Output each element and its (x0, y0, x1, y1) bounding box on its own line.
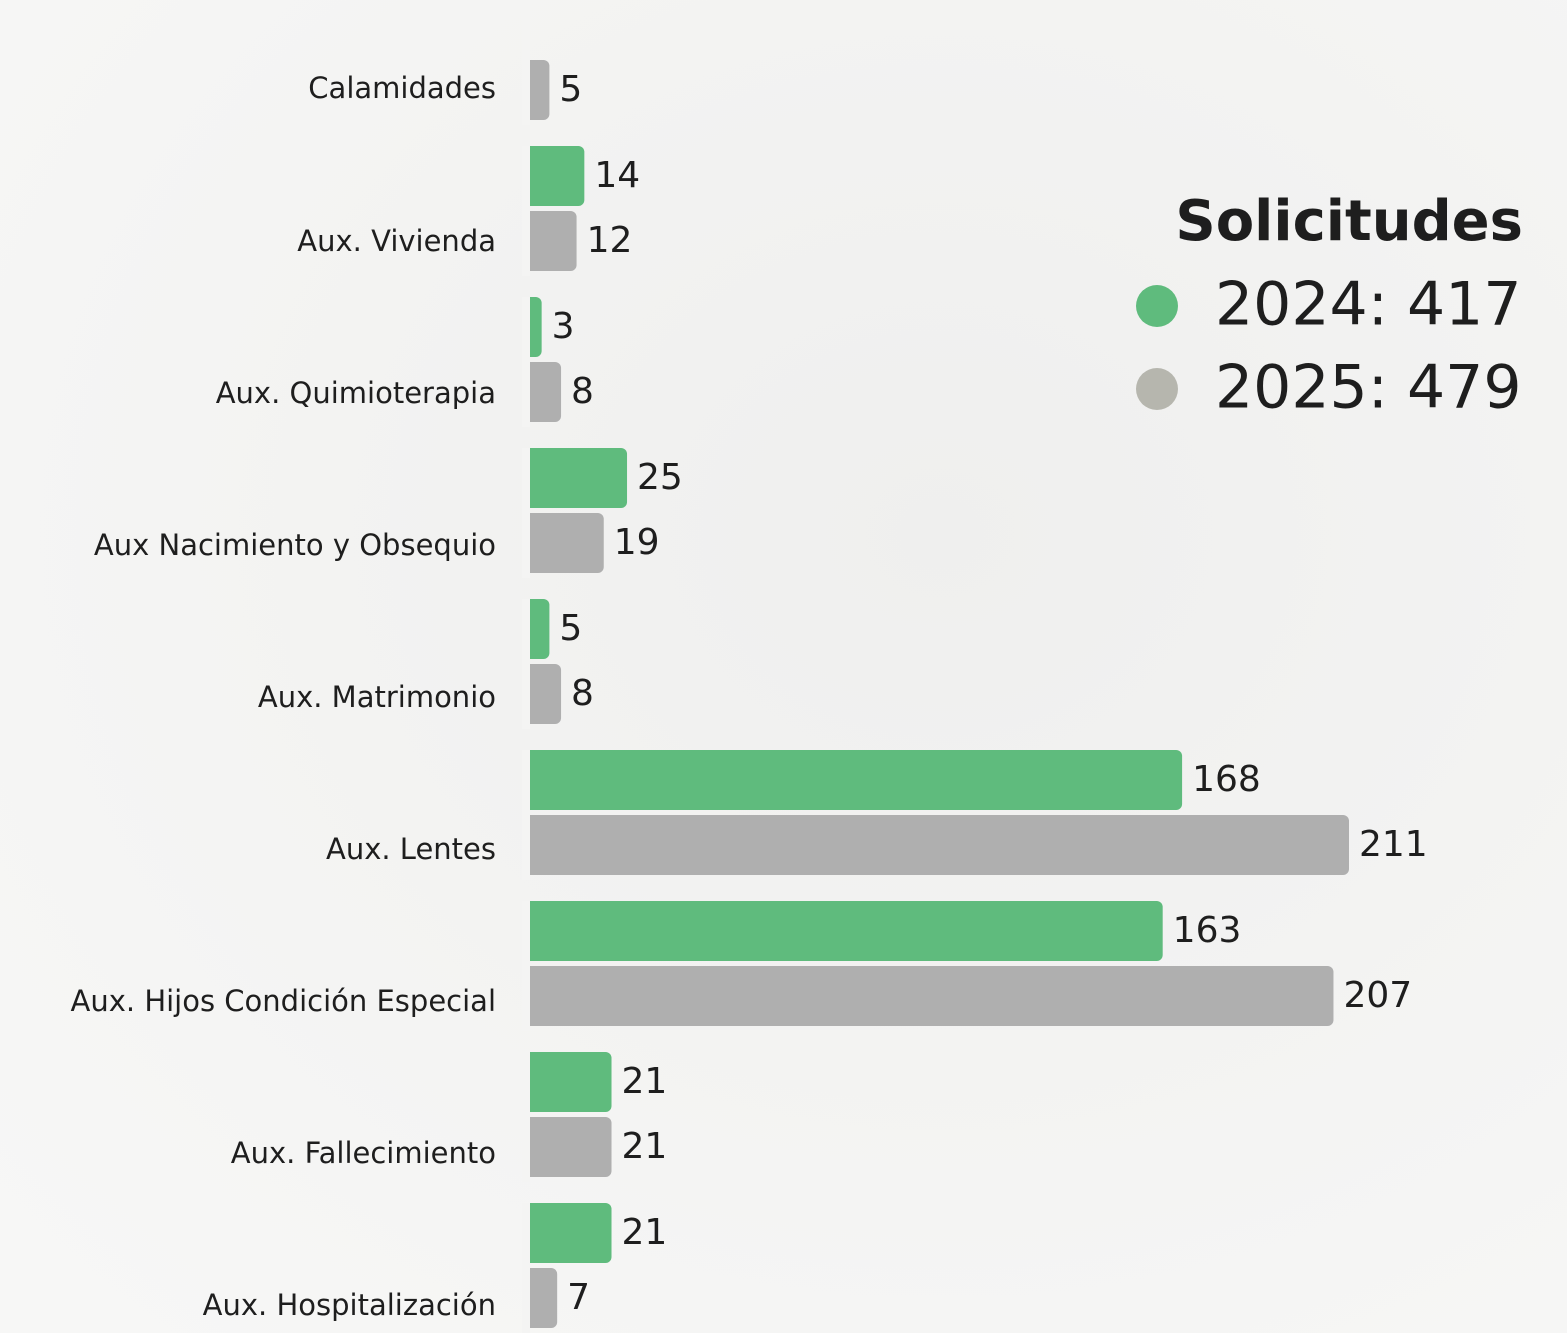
value-label: 7 (567, 1277, 590, 1318)
bar (524, 1117, 612, 1177)
value-label: 3 (552, 306, 575, 347)
bar (524, 1052, 612, 1112)
value-label: 8 (571, 673, 594, 714)
value-label: 25 (637, 457, 683, 498)
axis-mask (522, 901, 530, 1031)
category-label: Aux. Lentes (326, 832, 496, 866)
value-label: 12 (587, 220, 633, 261)
bar (524, 448, 627, 508)
bar (524, 750, 1182, 810)
bar (524, 513, 604, 573)
category-label: Aux. Matrimonio (258, 680, 496, 714)
legend-label: 2024: 417 (1215, 270, 1522, 340)
axis-mask (522, 448, 530, 578)
value-label: 21 (622, 1061, 668, 1102)
axis-mask (522, 750, 530, 880)
category-label: Aux. Vivienda (297, 224, 496, 258)
axis-mask (522, 146, 530, 276)
category-label: Aux. Fallecimiento (231, 1136, 496, 1170)
value-label: 207 (1343, 975, 1412, 1016)
axis-mask (522, 0, 530, 125)
value-label: 14 (594, 155, 640, 196)
bar (524, 146, 584, 206)
value-label: 211 (1359, 824, 1428, 865)
chart: Solicitudes 5 Calamidades 14 12 Aux. Viviend… (0, 0, 1567, 1333)
value-label: 8 (571, 371, 594, 412)
value-label: 163 (1173, 910, 1242, 951)
value-label: 21 (622, 1126, 668, 1167)
axis-mask (522, 599, 530, 729)
bar (524, 211, 577, 271)
category-label: Aux. Hospitalización (203, 1288, 496, 1322)
category-label: Aux. Hijos Condición Especial (71, 984, 497, 1018)
value-label: 5 (559, 69, 582, 110)
bar (524, 815, 1349, 875)
legend-label: 2025: 479 (1215, 353, 1522, 423)
value-label: 19 (614, 522, 660, 563)
category-label: Calamidades (308, 71, 496, 105)
category-label: Aux Nacimiento y Obsequio (94, 528, 496, 562)
legend-marker (1136, 368, 1178, 410)
category-label: Aux. Quimioterapia (216, 376, 496, 410)
bar (524, 966, 1333, 1026)
legend-title: Solicitudes (1175, 189, 1523, 254)
bar (524, 901, 1163, 961)
bar (524, 1203, 612, 1263)
value-label: 21 (622, 1212, 668, 1253)
axis-mask (522, 1203, 530, 1333)
axis-mask (522, 297, 530, 427)
value-label: 168 (1192, 759, 1261, 800)
legend-marker (1136, 285, 1178, 327)
value-label: 5 (559, 608, 582, 649)
axis-mask (522, 1052, 530, 1182)
